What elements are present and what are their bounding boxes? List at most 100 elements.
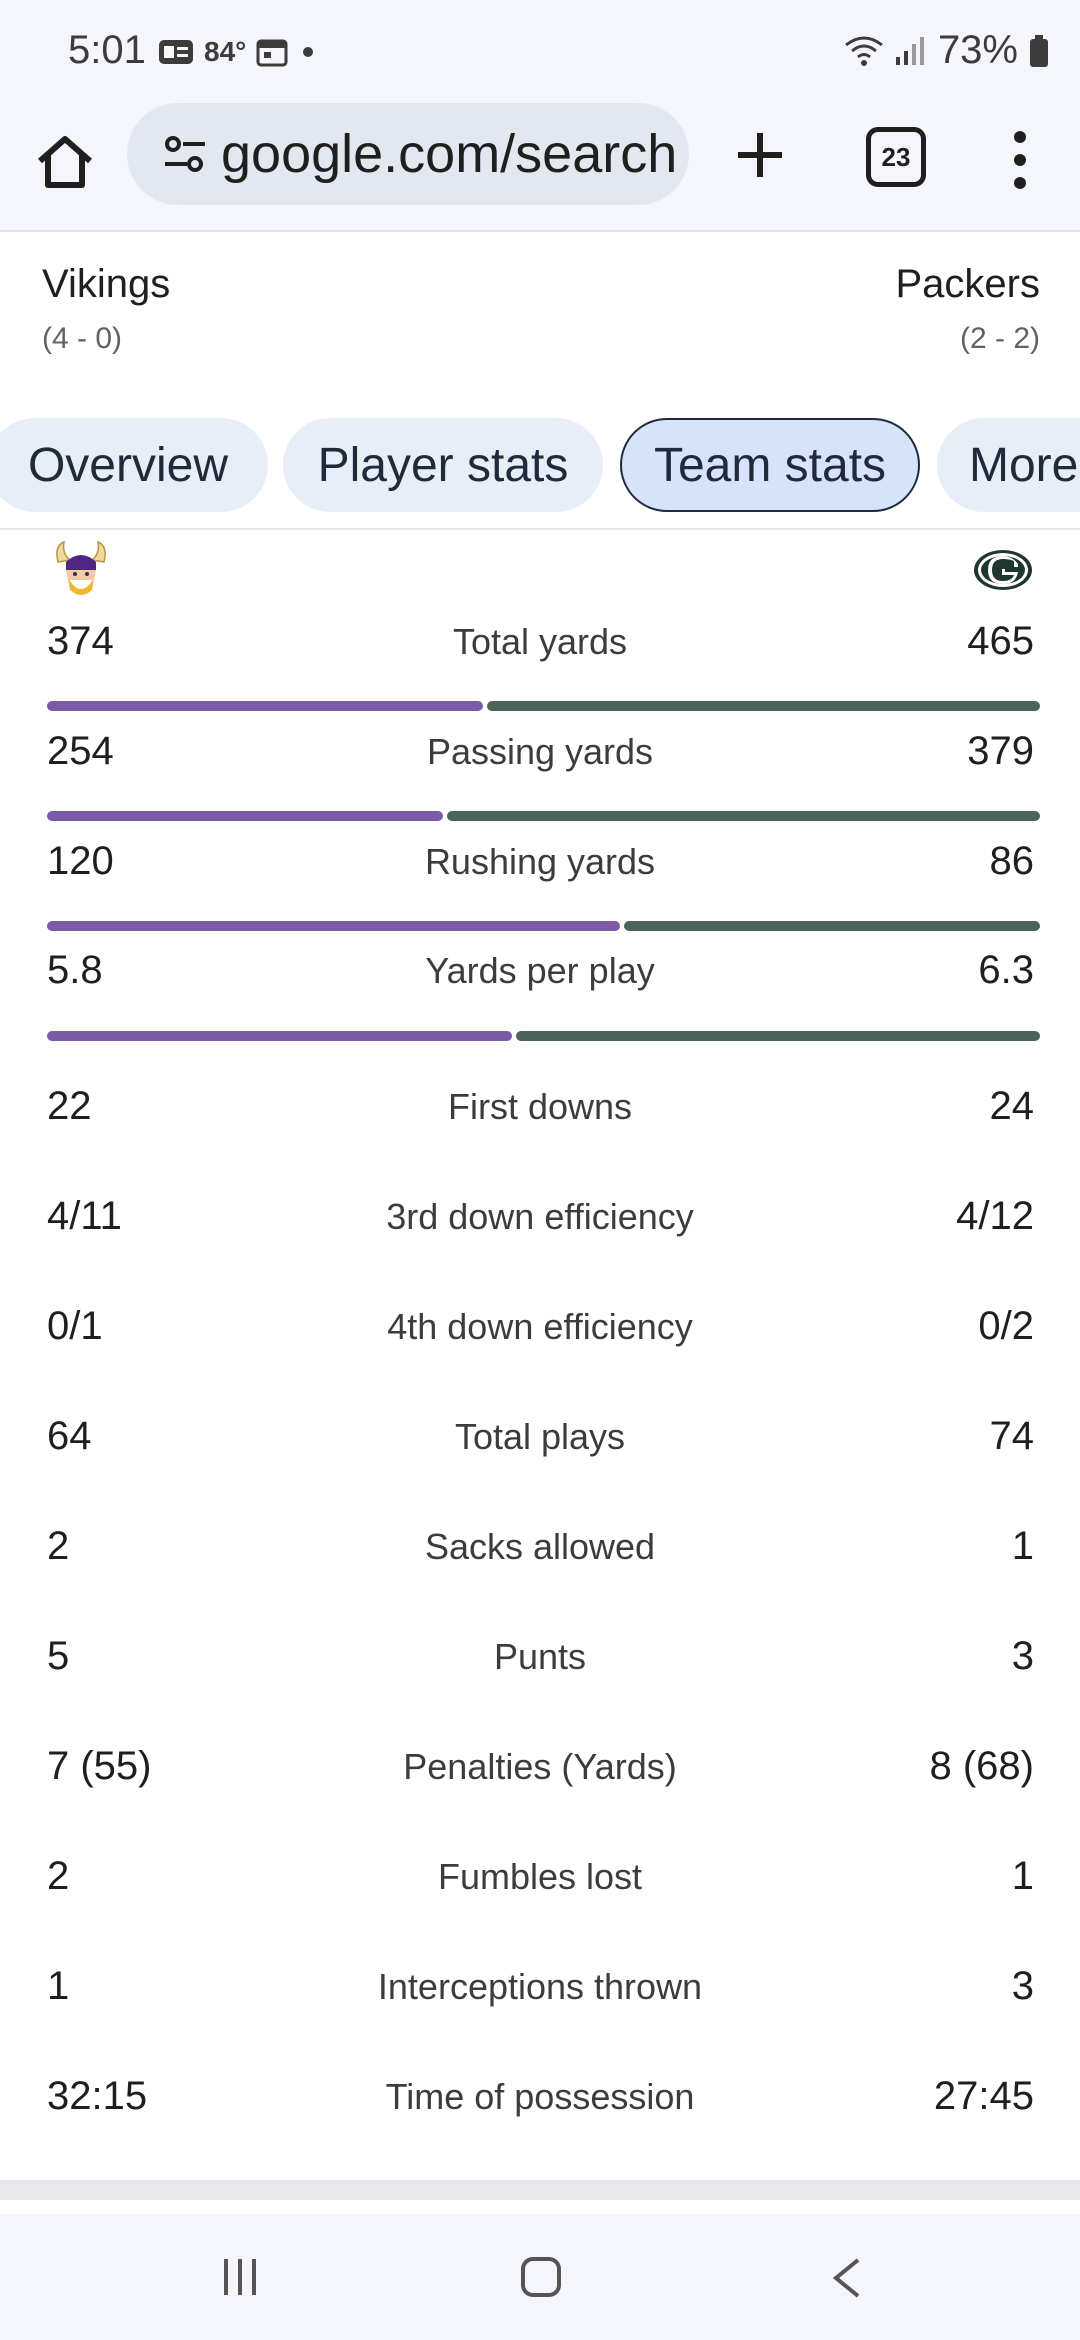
system-navigation-bar bbox=[0, 2214, 1080, 2340]
stat-left-value: 7 (55) bbox=[47, 1744, 152, 1788]
address-bar[interactable]: google.com/search bbox=[127, 103, 689, 205]
tab-overview[interactable]: Overview bbox=[0, 418, 268, 512]
section-separator bbox=[0, 2180, 1080, 2200]
more-options-icon[interactable] bbox=[1000, 125, 1040, 195]
stat-right-value: 6.3 bbox=[978, 948, 1034, 992]
team-left-record: (4 - 0) bbox=[42, 322, 123, 355]
stat-left-value: 4/11 bbox=[47, 1194, 122, 1238]
stat-left-value: 32:15 bbox=[47, 2074, 148, 2118]
stat-bar-right bbox=[487, 701, 1040, 711]
stat-right-value: 8 (68) bbox=[929, 1744, 1035, 1788]
teams-header: Vikings (4 - 0) Packers (2 - 2) bbox=[0, 232, 1080, 382]
stat-label: 4th down efficiency bbox=[387, 1306, 693, 1347]
stat-row-penalties: 7 (55) Penalties (Yards) 8 (68) bbox=[0, 1730, 1080, 1810]
stat-left-value: 254 bbox=[47, 729, 114, 773]
stat-bar-right bbox=[624, 921, 1040, 931]
wifi-icon bbox=[845, 36, 883, 66]
stat-bar-right bbox=[516, 1031, 1040, 1041]
stat-right-value: 27:45 bbox=[933, 2074, 1034, 2118]
browser-toolbar: google.com/search 23 bbox=[0, 100, 1080, 232]
stat-left-value: 5 bbox=[47, 1634, 70, 1678]
stat-right-value: 4/12 bbox=[956, 1194, 1034, 1238]
stat-left-value: 5.8 bbox=[47, 948, 103, 992]
stat-right-value: 86 bbox=[989, 839, 1035, 883]
stat-left-value: 1 bbox=[47, 1964, 70, 2008]
stat-left-value: 2 bbox=[47, 1854, 70, 1898]
stat-left-value: 374 bbox=[47, 619, 114, 663]
stat-right-value: 24 bbox=[989, 1084, 1035, 1128]
stat-right-value: 379 bbox=[967, 729, 1034, 773]
stat-bar-left bbox=[47, 921, 620, 931]
more-notifications-dot-icon bbox=[303, 47, 314, 57]
stat-left-value: 2 bbox=[47, 1524, 70, 1568]
stat-left-value: 0/1 bbox=[47, 1304, 103, 1348]
packers-logo bbox=[974, 550, 1032, 590]
stat-row-yards-per-play: 5.8 Yards per play 6.3 bbox=[0, 934, 1080, 1014]
stat-row-total-plays: 64 Total plays 74 bbox=[0, 1400, 1080, 1480]
stat-row-punts: 5 Punts 3 bbox=[0, 1620, 1080, 1700]
tab-switcher-button[interactable]: 23 bbox=[866, 127, 926, 187]
url-text: google.com/search bbox=[221, 124, 678, 184]
status-notification-icons: 84° bbox=[158, 36, 318, 68]
stat-right-value: 3 bbox=[1011, 1634, 1034, 1678]
status-bar: 5:01 84° 73% bbox=[0, 0, 1080, 100]
stat-right-value: 465 bbox=[967, 619, 1034, 663]
status-system-icons: 73% bbox=[844, 28, 1050, 73]
stat-bar-left bbox=[47, 811, 443, 821]
stat-row-first-downs: 22 First downs 24 bbox=[0, 1070, 1080, 1150]
home-icon[interactable] bbox=[30, 127, 100, 197]
site-settings-icon[interactable] bbox=[163, 134, 207, 174]
tab-more[interactable]: More bbox=[937, 418, 1080, 512]
stat-row-total-yards: 374 Total yards 465 bbox=[0, 605, 1080, 685]
stat-left-value: 120 bbox=[47, 839, 114, 883]
team-right-name[interactable]: Packers bbox=[895, 262, 1041, 306]
stat-right-value: 3 bbox=[1011, 1964, 1034, 2008]
vikings-logo bbox=[56, 540, 106, 595]
stat-row-rushing-yards: 120 Rushing yards 86 bbox=[0, 825, 1080, 905]
stat-row-3rd-down-efficiency: 4/11 3rd down efficiency 4/12 bbox=[0, 1180, 1080, 1260]
stat-label: Sacks allowed bbox=[424, 1526, 656, 1567]
stat-label: Fumbles lost bbox=[437, 1856, 643, 1897]
stat-row-fumbles-lost: 2 Fumbles lost 1 bbox=[0, 1840, 1080, 1920]
stat-row-interceptions-thrown: 1 Interceptions thrown 3 bbox=[0, 1950, 1080, 2030]
stats-tabs: Overview Player stats Team stats More bbox=[0, 418, 1080, 512]
status-time: 5:01 bbox=[68, 28, 146, 72]
stat-right-value: 1 bbox=[1011, 1524, 1034, 1568]
tab-team-stats[interactable]: Team stats bbox=[620, 418, 920, 512]
stat-row-passing-yards: 254 Passing yards 379 bbox=[0, 715, 1080, 795]
stat-right-value: 0/2 bbox=[978, 1304, 1034, 1348]
stat-label: Total plays bbox=[454, 1416, 626, 1457]
tab-player-stats[interactable]: Player stats bbox=[283, 418, 603, 512]
stat-row-time-of-possession: 32:15 Time of possession 27:45 bbox=[0, 2060, 1080, 2140]
signal-icon bbox=[895, 36, 924, 65]
tabs-divider bbox=[0, 528, 1080, 530]
recent-apps-icon[interactable] bbox=[220, 2257, 260, 2297]
battery-icon bbox=[1030, 34, 1048, 67]
stat-left-value: 22 bbox=[47, 1084, 92, 1128]
team-right-record: (2 - 2) bbox=[959, 322, 1040, 355]
home-nav-icon[interactable] bbox=[520, 2256, 562, 2298]
stat-label: Total yards bbox=[452, 621, 628, 662]
stat-label: First downs bbox=[447, 1086, 633, 1127]
new-tab-icon[interactable] bbox=[730, 125, 790, 185]
status-temperature: 84° bbox=[204, 36, 247, 67]
stat-left-value: 64 bbox=[47, 1414, 92, 1458]
stat-row-4th-down-efficiency: 0/1 4th down efficiency 0/2 bbox=[0, 1290, 1080, 1370]
stat-label: Punts bbox=[493, 1636, 587, 1677]
stat-label: Time of possession bbox=[385, 2076, 695, 2117]
stat-label: Rushing yards bbox=[424, 841, 656, 882]
stat-label: Yards per play bbox=[425, 950, 655, 991]
battery-percentage: 73% bbox=[937, 28, 1018, 72]
stat-label: Passing yards bbox=[426, 731, 654, 772]
team-left-name[interactable]: Vikings bbox=[42, 262, 171, 306]
news-notification-icon bbox=[159, 40, 193, 64]
stat-label: Penalties (Yards) bbox=[403, 1746, 677, 1787]
stat-right-value: 74 bbox=[989, 1414, 1035, 1458]
back-icon[interactable] bbox=[828, 2256, 864, 2300]
stat-label: Interceptions thrown bbox=[377, 1966, 703, 2007]
stat-label: 3rd down efficiency bbox=[386, 1196, 694, 1237]
calendar-notification-icon bbox=[256, 39, 288, 67]
stat-row-sacks-allowed: 2 Sacks allowed 1 bbox=[0, 1510, 1080, 1590]
stat-bar-right bbox=[447, 811, 1040, 821]
stat-right-value: 1 bbox=[1011, 1854, 1034, 1898]
